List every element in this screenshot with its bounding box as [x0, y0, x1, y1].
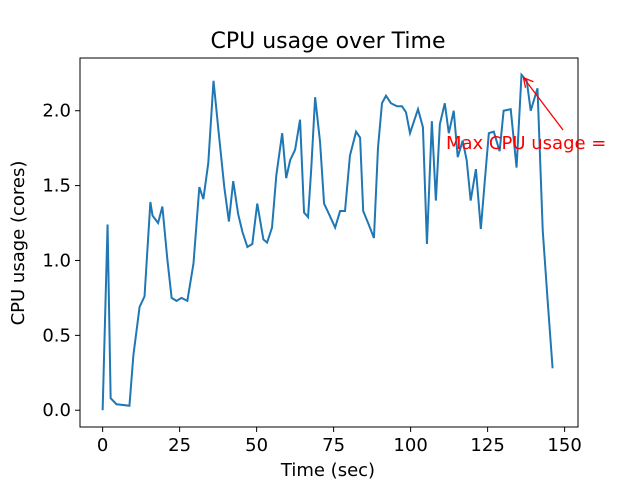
- y-tick-label: 2.0: [42, 101, 71, 122]
- x-tick-label: 50: [245, 435, 268, 456]
- plot-frame: [79, 57, 579, 428]
- x-axis-label: Time (sec): [280, 460, 375, 480]
- x-tick-label: 75: [322, 435, 345, 456]
- x-tick-label: 0: [97, 435, 108, 456]
- y-tick-label: 0.5: [42, 325, 71, 346]
- y-tick-label: 0.0: [42, 400, 71, 421]
- annotation-arrow: [522, 77, 564, 131]
- annotation-text: Max CPU usage =: [446, 133, 606, 154]
- x-tick-label: 125: [470, 435, 504, 456]
- x-tick-label: 150: [547, 435, 581, 456]
- y-tick-label: 1.0: [42, 250, 71, 271]
- x-tick-label: 100: [393, 435, 427, 456]
- data-line: [101, 72, 554, 411]
- x-tick-label: 25: [168, 435, 191, 456]
- y-axis-label: CPU usage (cores): [8, 161, 29, 326]
- y-tick-label: 1.5: [42, 176, 71, 197]
- chart-title: CPU usage over Time: [211, 29, 446, 54]
- annotation-arrowhead: [522, 77, 534, 88]
